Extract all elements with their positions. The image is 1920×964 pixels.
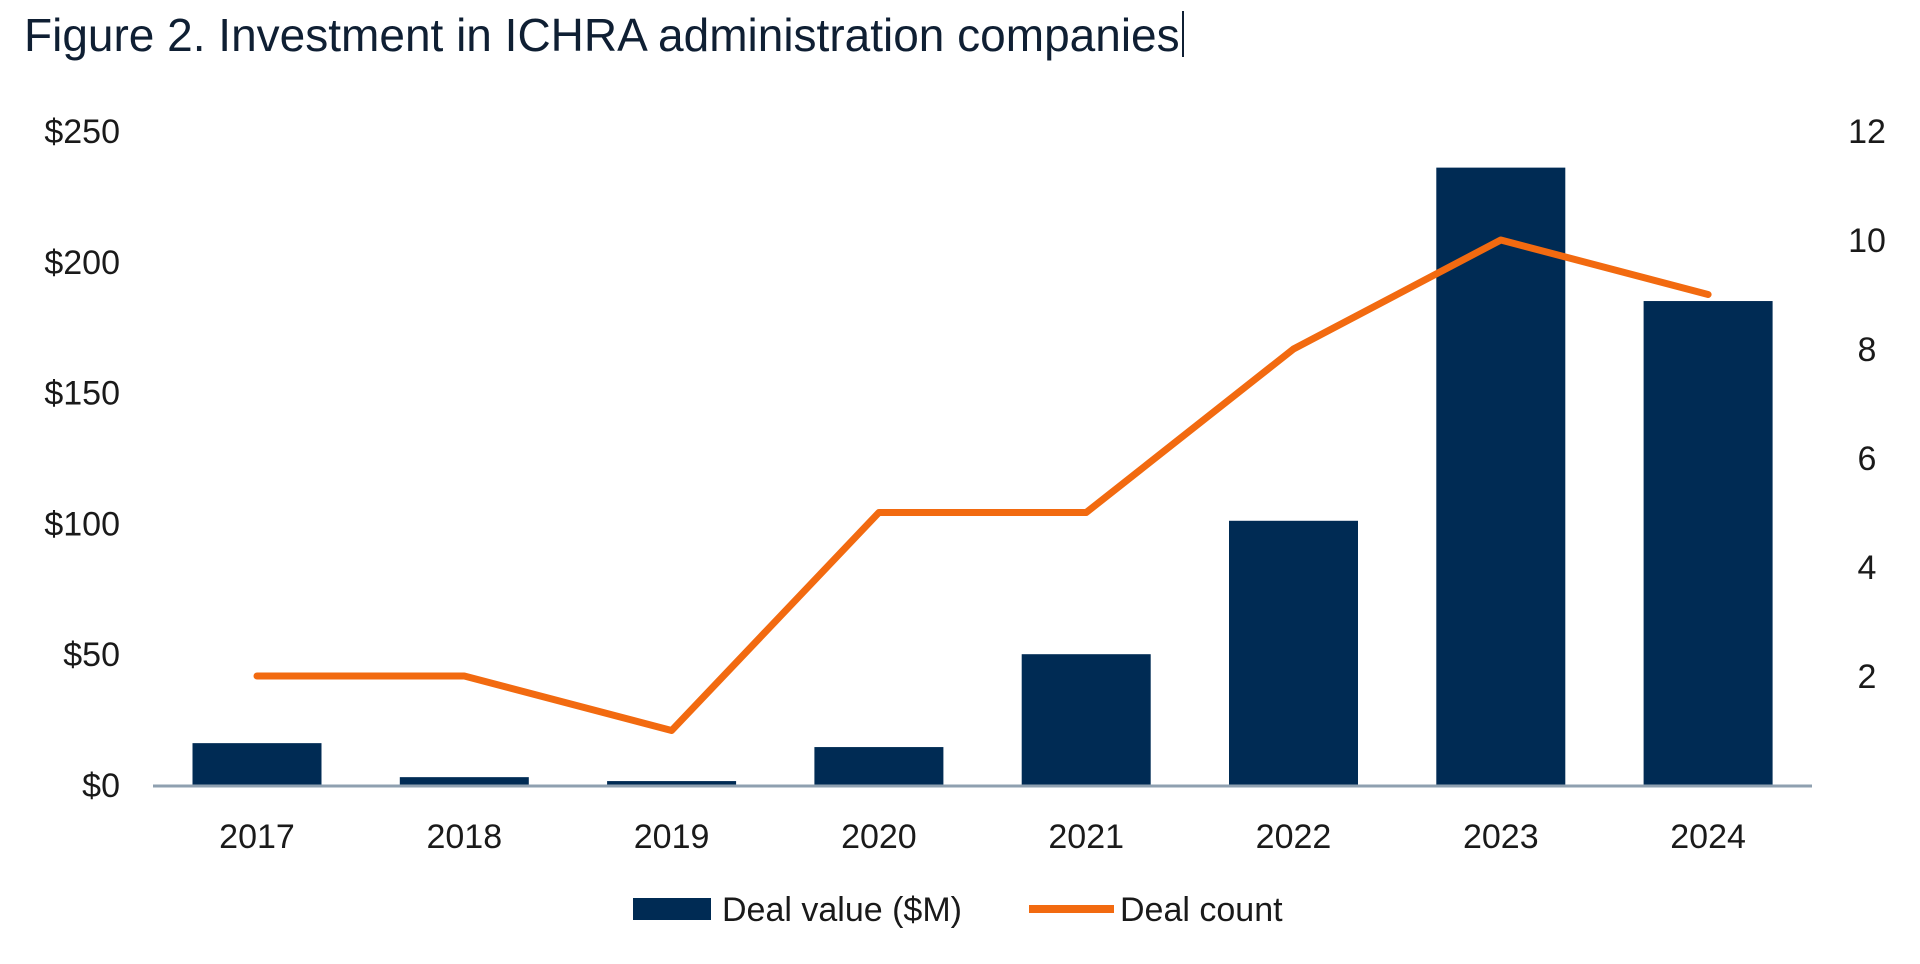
- legend-label-deal-value: Deal value ($M): [722, 891, 962, 929]
- chart-title-text: Figure 2. Investment in ICHRA administra…: [24, 9, 1180, 61]
- bar-2021: [1021, 654, 1151, 785]
- y-left-tick-label: $50: [63, 636, 120, 674]
- y-right-tick-label: 10: [1848, 222, 1886, 260]
- x-tick-label: 2021: [1048, 818, 1124, 856]
- bar-2024: [1643, 301, 1773, 785]
- x-tick-label: 2024: [1670, 818, 1746, 856]
- y-left-tick-label: $150: [44, 375, 120, 413]
- bar-2017: [192, 743, 322, 785]
- y-right-tick-label: 12: [1848, 113, 1886, 151]
- bar-2022: [1229, 520, 1358, 785]
- y-left-tick-label: $250: [44, 113, 120, 151]
- y-left-tick-label: $0: [82, 767, 120, 805]
- x-tick-label: 2023: [1463, 818, 1539, 856]
- legend-bar-swatch: [633, 898, 711, 920]
- x-tick-label: 2020: [841, 818, 917, 856]
- x-tick-label: 2017: [219, 818, 295, 856]
- y-right-tick-label: 8: [1858, 331, 1877, 369]
- bar-2023: [1436, 167, 1566, 785]
- y-right-tick-label: 4: [1858, 549, 1877, 587]
- bar-2020: [814, 747, 944, 785]
- x-tick-label: 2018: [426, 818, 502, 856]
- y-right-tick-label: 6: [1858, 440, 1877, 478]
- y-left-tick-label: $100: [44, 505, 120, 543]
- y-right-tick-label: 2: [1858, 658, 1877, 696]
- x-tick-label: 2022: [1256, 818, 1332, 856]
- legend-label-deal-count: Deal count: [1120, 891, 1283, 929]
- deal-count-line: [253, 236, 1712, 734]
- y-left-tick-label: $200: [44, 244, 120, 282]
- bar-2018: [399, 777, 529, 785]
- bar-2019: [607, 781, 737, 785]
- chart-title: Figure 2. Investment in ICHRA administra…: [24, 8, 1184, 62]
- text-cursor: [1181, 11, 1184, 57]
- x-tick-label: 2019: [634, 818, 710, 856]
